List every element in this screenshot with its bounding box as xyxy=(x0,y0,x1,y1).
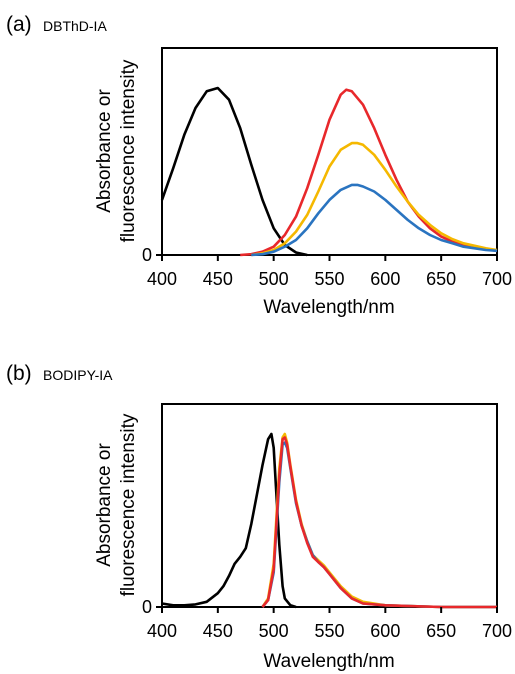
panel-b-x-tick-label-4: 600 xyxy=(370,621,400,641)
panel-a-series-line-1 xyxy=(240,88,498,257)
panel-b: (b) BODIPY-IA 400 450 500 550 600 650 700 0 Wa… xyxy=(6,362,512,672)
panel-a-x-axis-title: Wavelength/nm xyxy=(263,297,394,318)
panel-a-y-axis-title-line2: fluorescence intensity xyxy=(118,59,139,242)
panel-a-title: DBThD-IA xyxy=(43,18,107,34)
panel-b-x-tick-label-5: 650 xyxy=(426,621,456,641)
panel-a: (a) DBThD-IA 400 450 500 550 600 650 700 0 Wav… xyxy=(6,13,512,318)
panel-a-y-tick-label-0: 0 xyxy=(142,245,152,265)
panel-b-series-group xyxy=(161,432,497,609)
panel-a-x-tick-label-5: 650 xyxy=(426,269,456,289)
panel-b-series-line-0 xyxy=(161,432,297,609)
panel-b-title: BODIPY-IA xyxy=(43,367,113,383)
panel-b-x-tick-label-6: 700 xyxy=(482,621,512,641)
panel-a-x-tick-label-4: 600 xyxy=(370,269,400,289)
panel-a-x-ticks: 400 450 500 550 600 650 700 xyxy=(147,255,512,289)
panel-b-x-tick-label-0: 400 xyxy=(147,621,177,641)
panel-b-x-axis-title: Wavelength/nm xyxy=(263,651,394,672)
panel-b-series-line-2 xyxy=(261,441,497,609)
panel-a-y-ticks: 0 xyxy=(142,245,162,265)
panel-a-plot-frame xyxy=(161,47,498,256)
panel-b-series-line-3 xyxy=(261,436,497,609)
panel-a-x-tick-label-1: 450 xyxy=(203,269,233,289)
panel-b-y-ticks: 0 xyxy=(142,597,162,617)
panel-a-y-axis-title-line1: Absorbance or xyxy=(94,89,115,213)
panel-a-series-line-2 xyxy=(251,141,498,257)
panel-a-x-tick-label-2: 500 xyxy=(259,269,289,289)
panel-a-tag: (a) xyxy=(6,13,32,36)
panel-b-x-ticks: 400 450 500 550 600 650 700 xyxy=(147,607,512,641)
panel-b-tag: (b) xyxy=(6,362,32,385)
panel-b-y-axis-title-line1: Absorbance or xyxy=(94,443,115,567)
panel-b-plot-frame xyxy=(161,403,498,608)
panel-a-series-group xyxy=(160,86,498,257)
panel-a-series-line-3 xyxy=(251,183,498,257)
panel-a-series-line-0 xyxy=(160,86,308,257)
panel-b-y-axis-title-line2: fluorescence intensity xyxy=(118,413,139,596)
panel-a-x-tick-label-3: 550 xyxy=(314,269,344,289)
panel-b-x-tick-label-3: 550 xyxy=(314,621,344,641)
panel-b-y-tick-label-0: 0 xyxy=(142,597,152,617)
panel-a-x-tick-label-6: 700 xyxy=(482,269,512,289)
panel-a-x-tick-label-0: 400 xyxy=(147,269,177,289)
panel-b-x-tick-label-1: 450 xyxy=(203,621,233,641)
panel-b-x-tick-label-2: 500 xyxy=(259,621,289,641)
panel-b-series-line-1 xyxy=(261,432,497,609)
